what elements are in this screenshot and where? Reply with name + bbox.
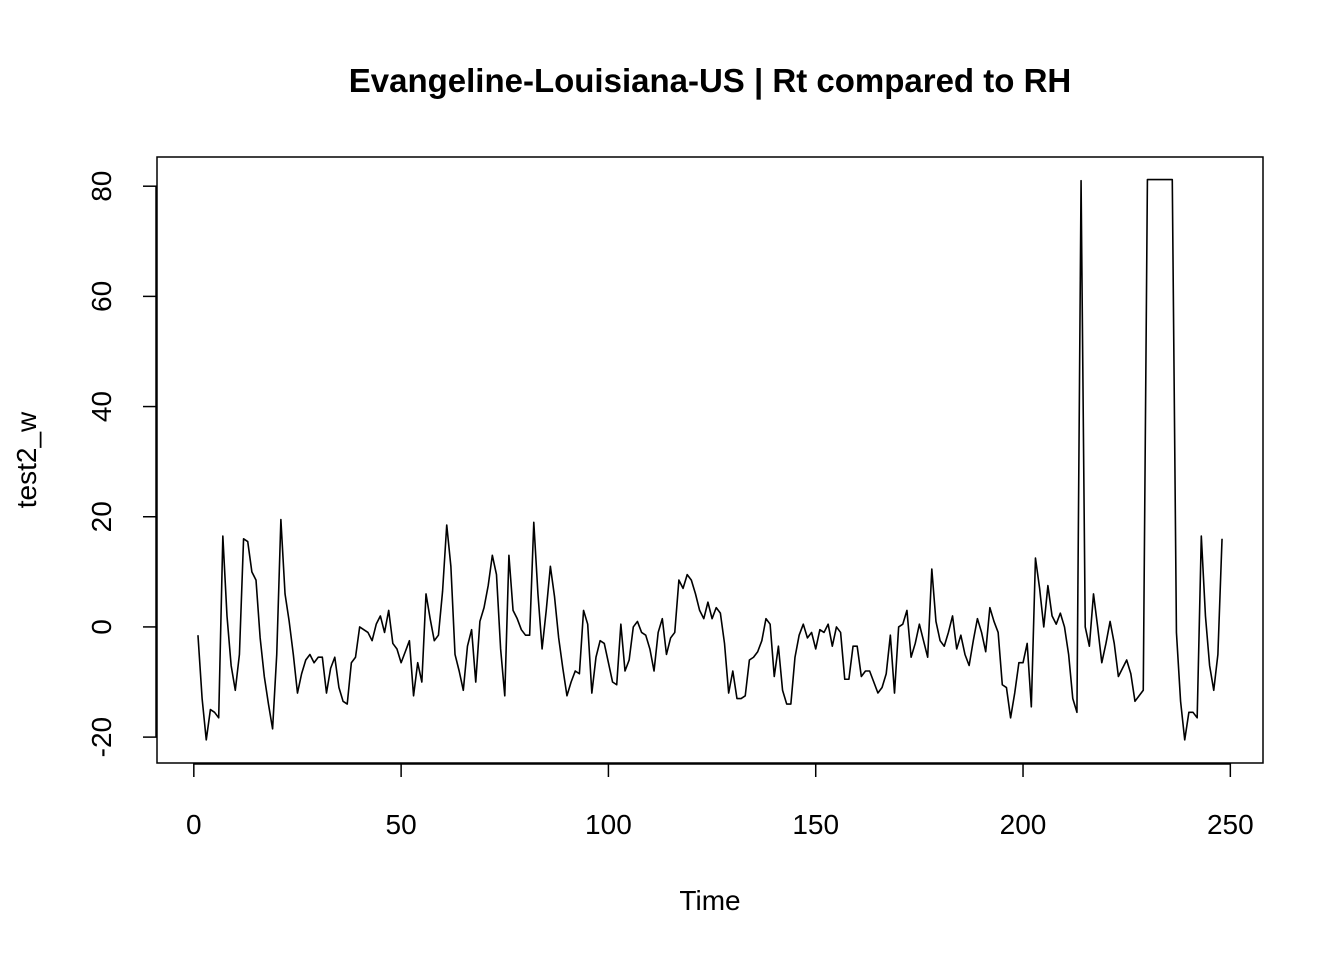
y-axis-label: test2_w: [11, 411, 42, 508]
plot-frame: [156, 156, 1264, 764]
x-tick-label: 0: [186, 809, 202, 840]
x-tick-label: 150: [792, 809, 839, 840]
y-tick-label: 80: [86, 171, 117, 202]
x-axis-label: Time: [679, 885, 740, 916]
x-tick-label: 250: [1207, 809, 1254, 840]
x-tick-label: 100: [585, 809, 632, 840]
y-tick-label: -20: [86, 717, 117, 757]
y-tick-label: 60: [86, 281, 117, 312]
y-tick-label: 0: [86, 619, 117, 635]
x-tick-label: 200: [1000, 809, 1047, 840]
y-tick-label: 40: [86, 391, 117, 422]
x-tick-label: 50: [386, 809, 417, 840]
data-line: [197, 178, 1223, 741]
chart-title: Evangeline-Louisiana-US | Rt compared to…: [349, 62, 1072, 99]
y-tick-label: 20: [86, 501, 117, 532]
